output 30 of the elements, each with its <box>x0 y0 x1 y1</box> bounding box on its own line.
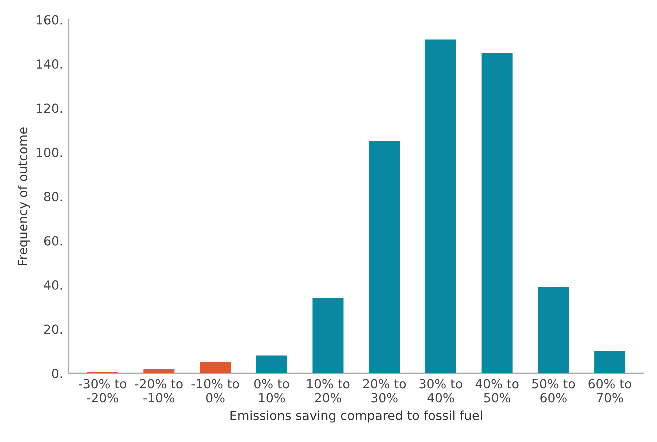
y-tick-label: 160. <box>36 15 62 25</box>
x-tick-label: 50% to 60% <box>532 379 576 403</box>
x-tick-label: -20% to -10% <box>135 379 183 403</box>
y-tick-label: 120. <box>36 104 62 114</box>
bar <box>538 287 570 374</box>
bar <box>312 298 344 374</box>
x-tick-label: 30% to 40% <box>420 379 462 403</box>
x-tick-label: 60% to 70% <box>588 379 632 403</box>
x-tick-label: 40% to 50% <box>476 379 519 403</box>
x-tick-label: 0% to 10% <box>254 379 290 403</box>
bar <box>369 141 400 374</box>
y-tick-label: 20. <box>44 324 62 334</box>
bar <box>200 362 232 374</box>
y-tick-label: 60. <box>44 236 62 246</box>
bar <box>482 53 513 374</box>
x-tick-label: 20% to 30% <box>363 379 406 403</box>
x-tick-label: -10% to 0% <box>192 379 240 403</box>
bar <box>144 369 175 374</box>
bar <box>425 40 456 374</box>
y-tick-label: 140. <box>36 60 62 70</box>
y-tick-label: 80. <box>44 192 62 202</box>
x-axis-title: Emissions saving compared to fossil fuel <box>230 410 482 423</box>
y-axis-title: Frequency of outcome <box>18 128 30 266</box>
x-tick-label: 10% to 20% <box>307 379 350 403</box>
y-tick-label: 0. <box>52 368 62 378</box>
y-tick-label: 100. <box>36 148 62 158</box>
bar <box>256 356 288 374</box>
x-tick-label: -30% to -20% <box>79 379 127 403</box>
bar <box>594 351 626 374</box>
y-tick-label: 40. <box>44 280 62 290</box>
